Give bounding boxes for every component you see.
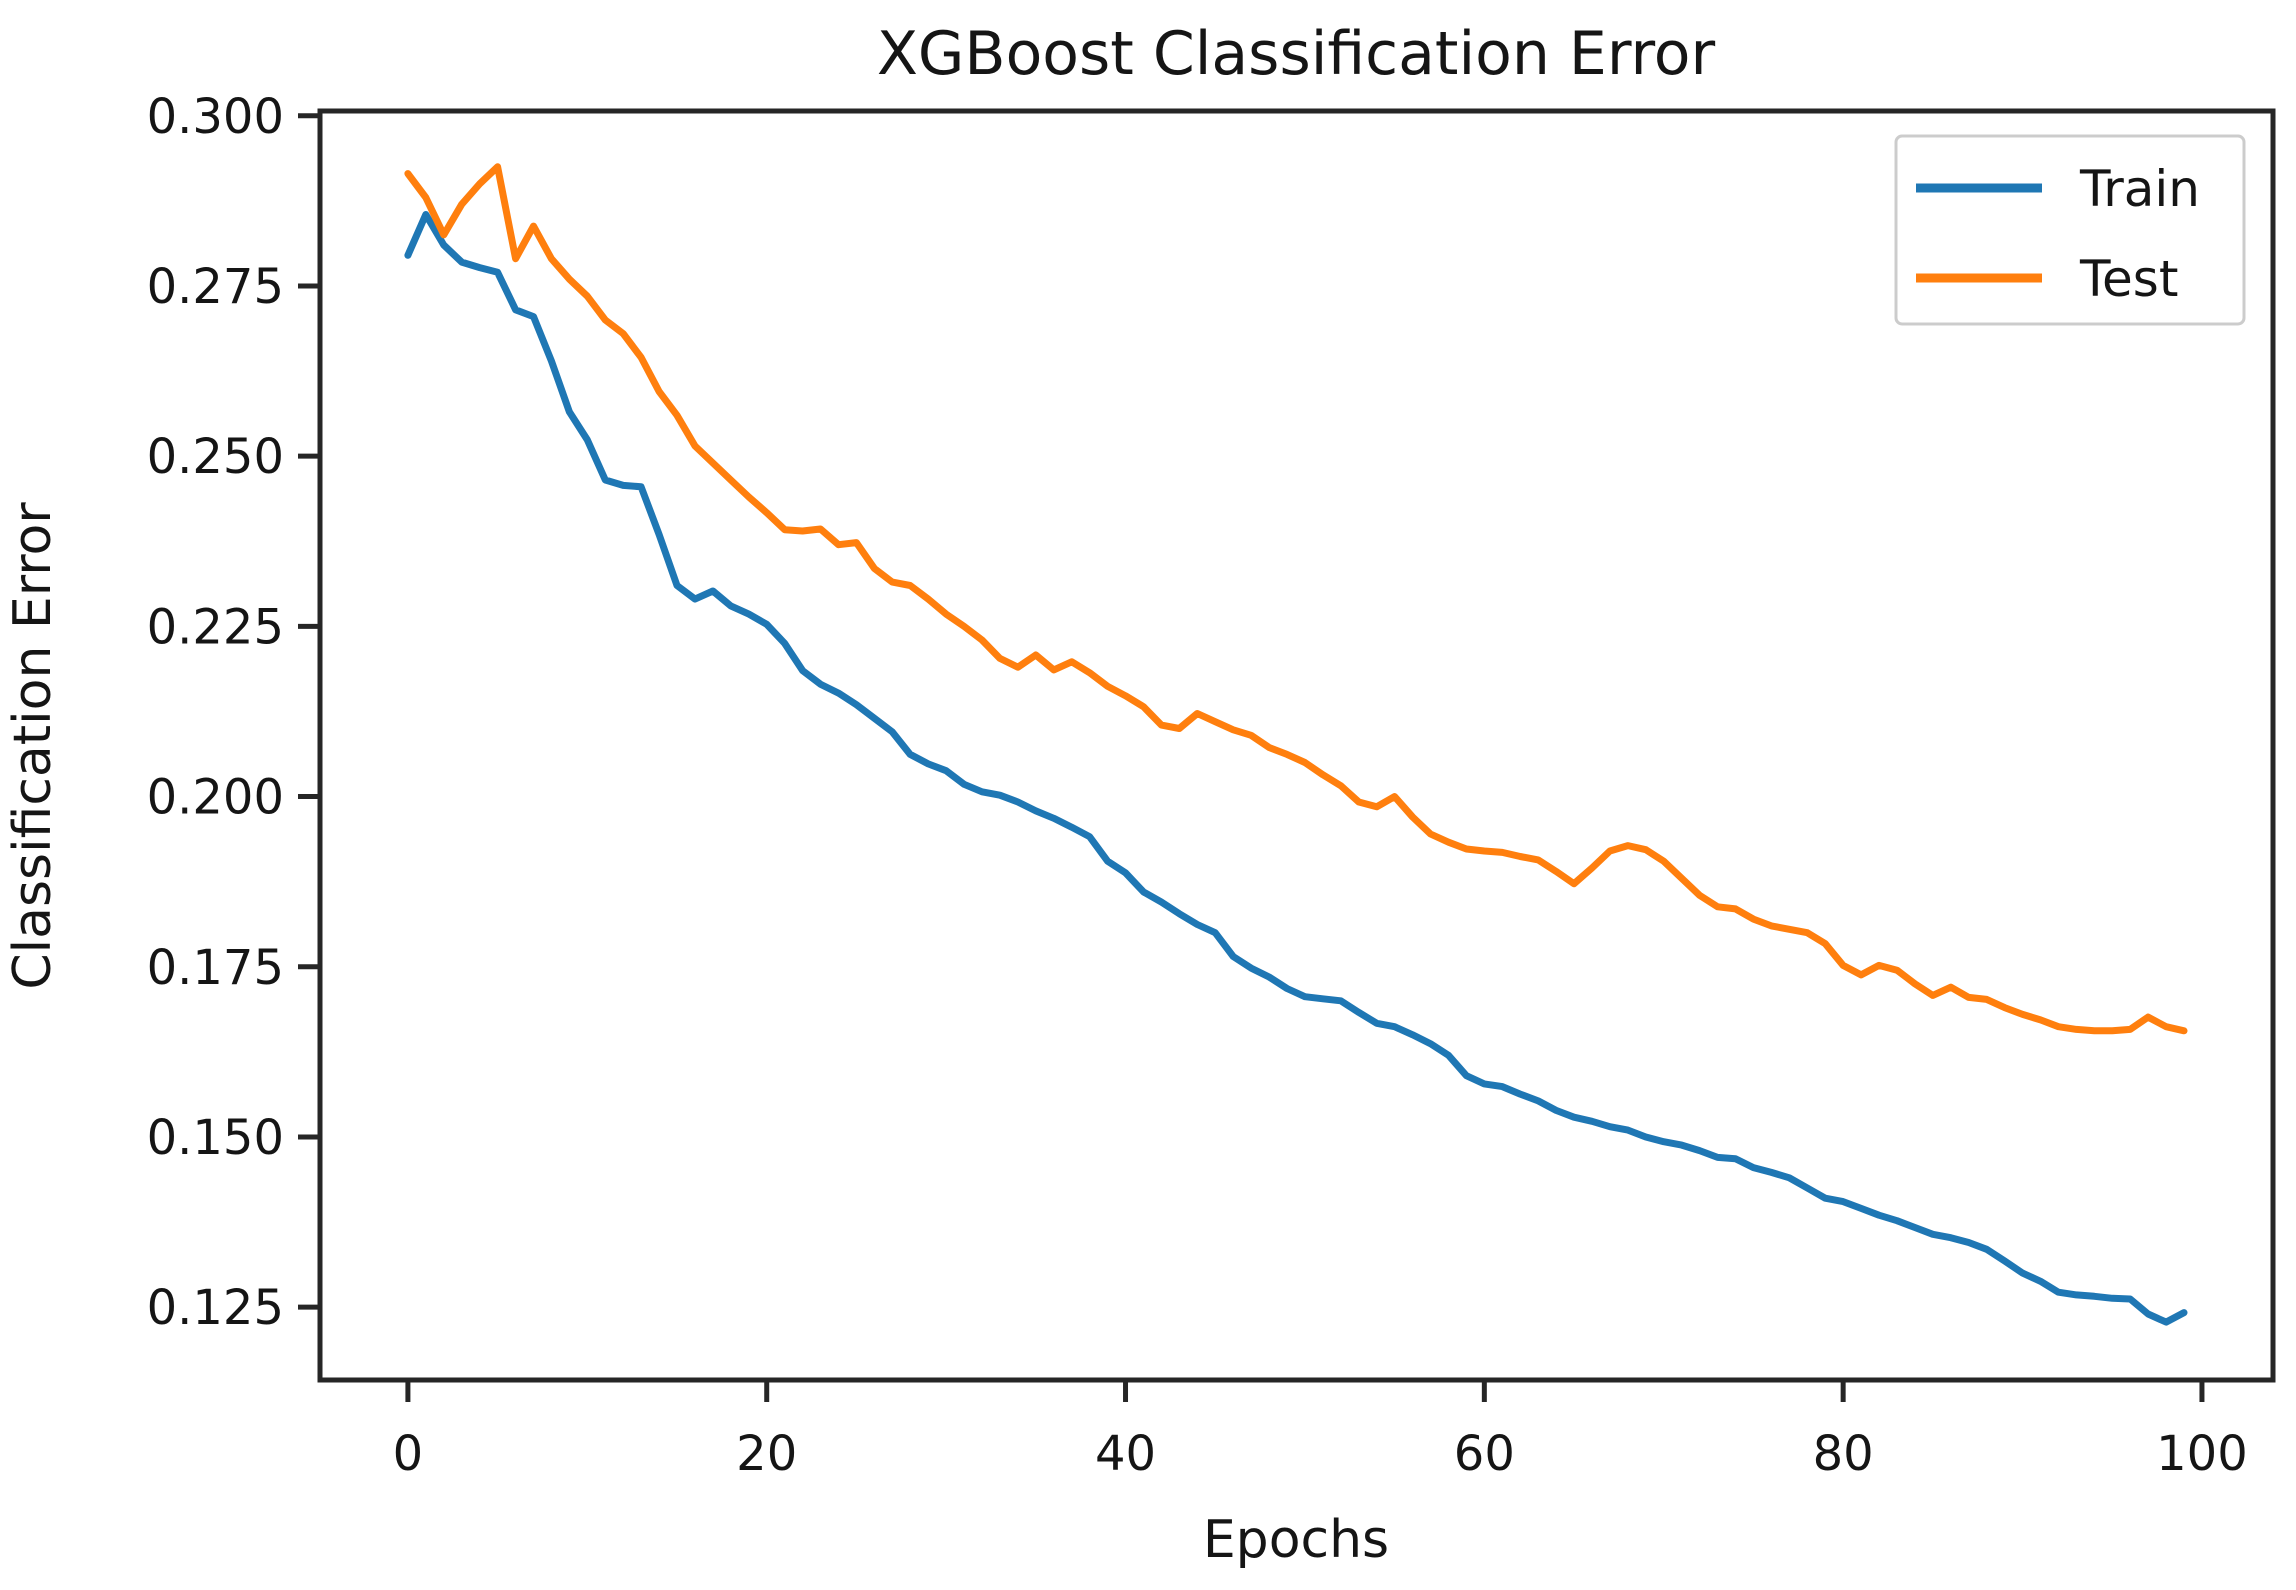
y-tick-label: 0.250: [147, 429, 284, 485]
train-line: [404, 211, 2188, 1326]
y-tick-label: 0.125: [147, 1280, 284, 1336]
legend-item-train: Train: [1916, 160, 2200, 218]
plot-frame: [317, 108, 2276, 1383]
x-tick-label: 80: [1813, 1426, 1874, 1482]
x-axis-label: Epochs: [1203, 1510, 1389, 1570]
y-tick-label: 0.300: [147, 89, 284, 145]
legend-train-label: Train: [2079, 160, 2200, 218]
y-axis-label: Classification Error: [3, 502, 63, 990]
x-tick-label: 100: [2156, 1426, 2248, 1482]
y-tick-label: 0.275: [147, 259, 284, 315]
x-tick-label: 60: [1454, 1426, 1515, 1482]
x-axis-ticks: 0 20 40 60 80 100: [393, 1380, 2248, 1482]
y-tick-label: 0.200: [147, 770, 284, 826]
y-tick-label: 0.175: [147, 940, 284, 996]
y-tick-label: 0.150: [147, 1110, 284, 1166]
test-line: [404, 163, 2188, 1035]
legend-item-test: Test: [1916, 250, 2178, 308]
y-axis-ticks: 0.300 0.275 0.250 0.225 0.200 0.175 0.150 0.125: [147, 89, 320, 1336]
x-tick-label: 20: [736, 1426, 797, 1482]
legend-test-label: Test: [2079, 250, 2178, 308]
y-tick-label: 0.225: [147, 599, 284, 655]
x-tick-label: 0: [393, 1426, 424, 1482]
legend: Train Test: [1894, 134, 2246, 326]
chart-title: XGBoost Classification Error: [877, 19, 1716, 89]
x-tick-label: 40: [1095, 1426, 1156, 1482]
plot-lines: [404, 163, 2188, 1326]
